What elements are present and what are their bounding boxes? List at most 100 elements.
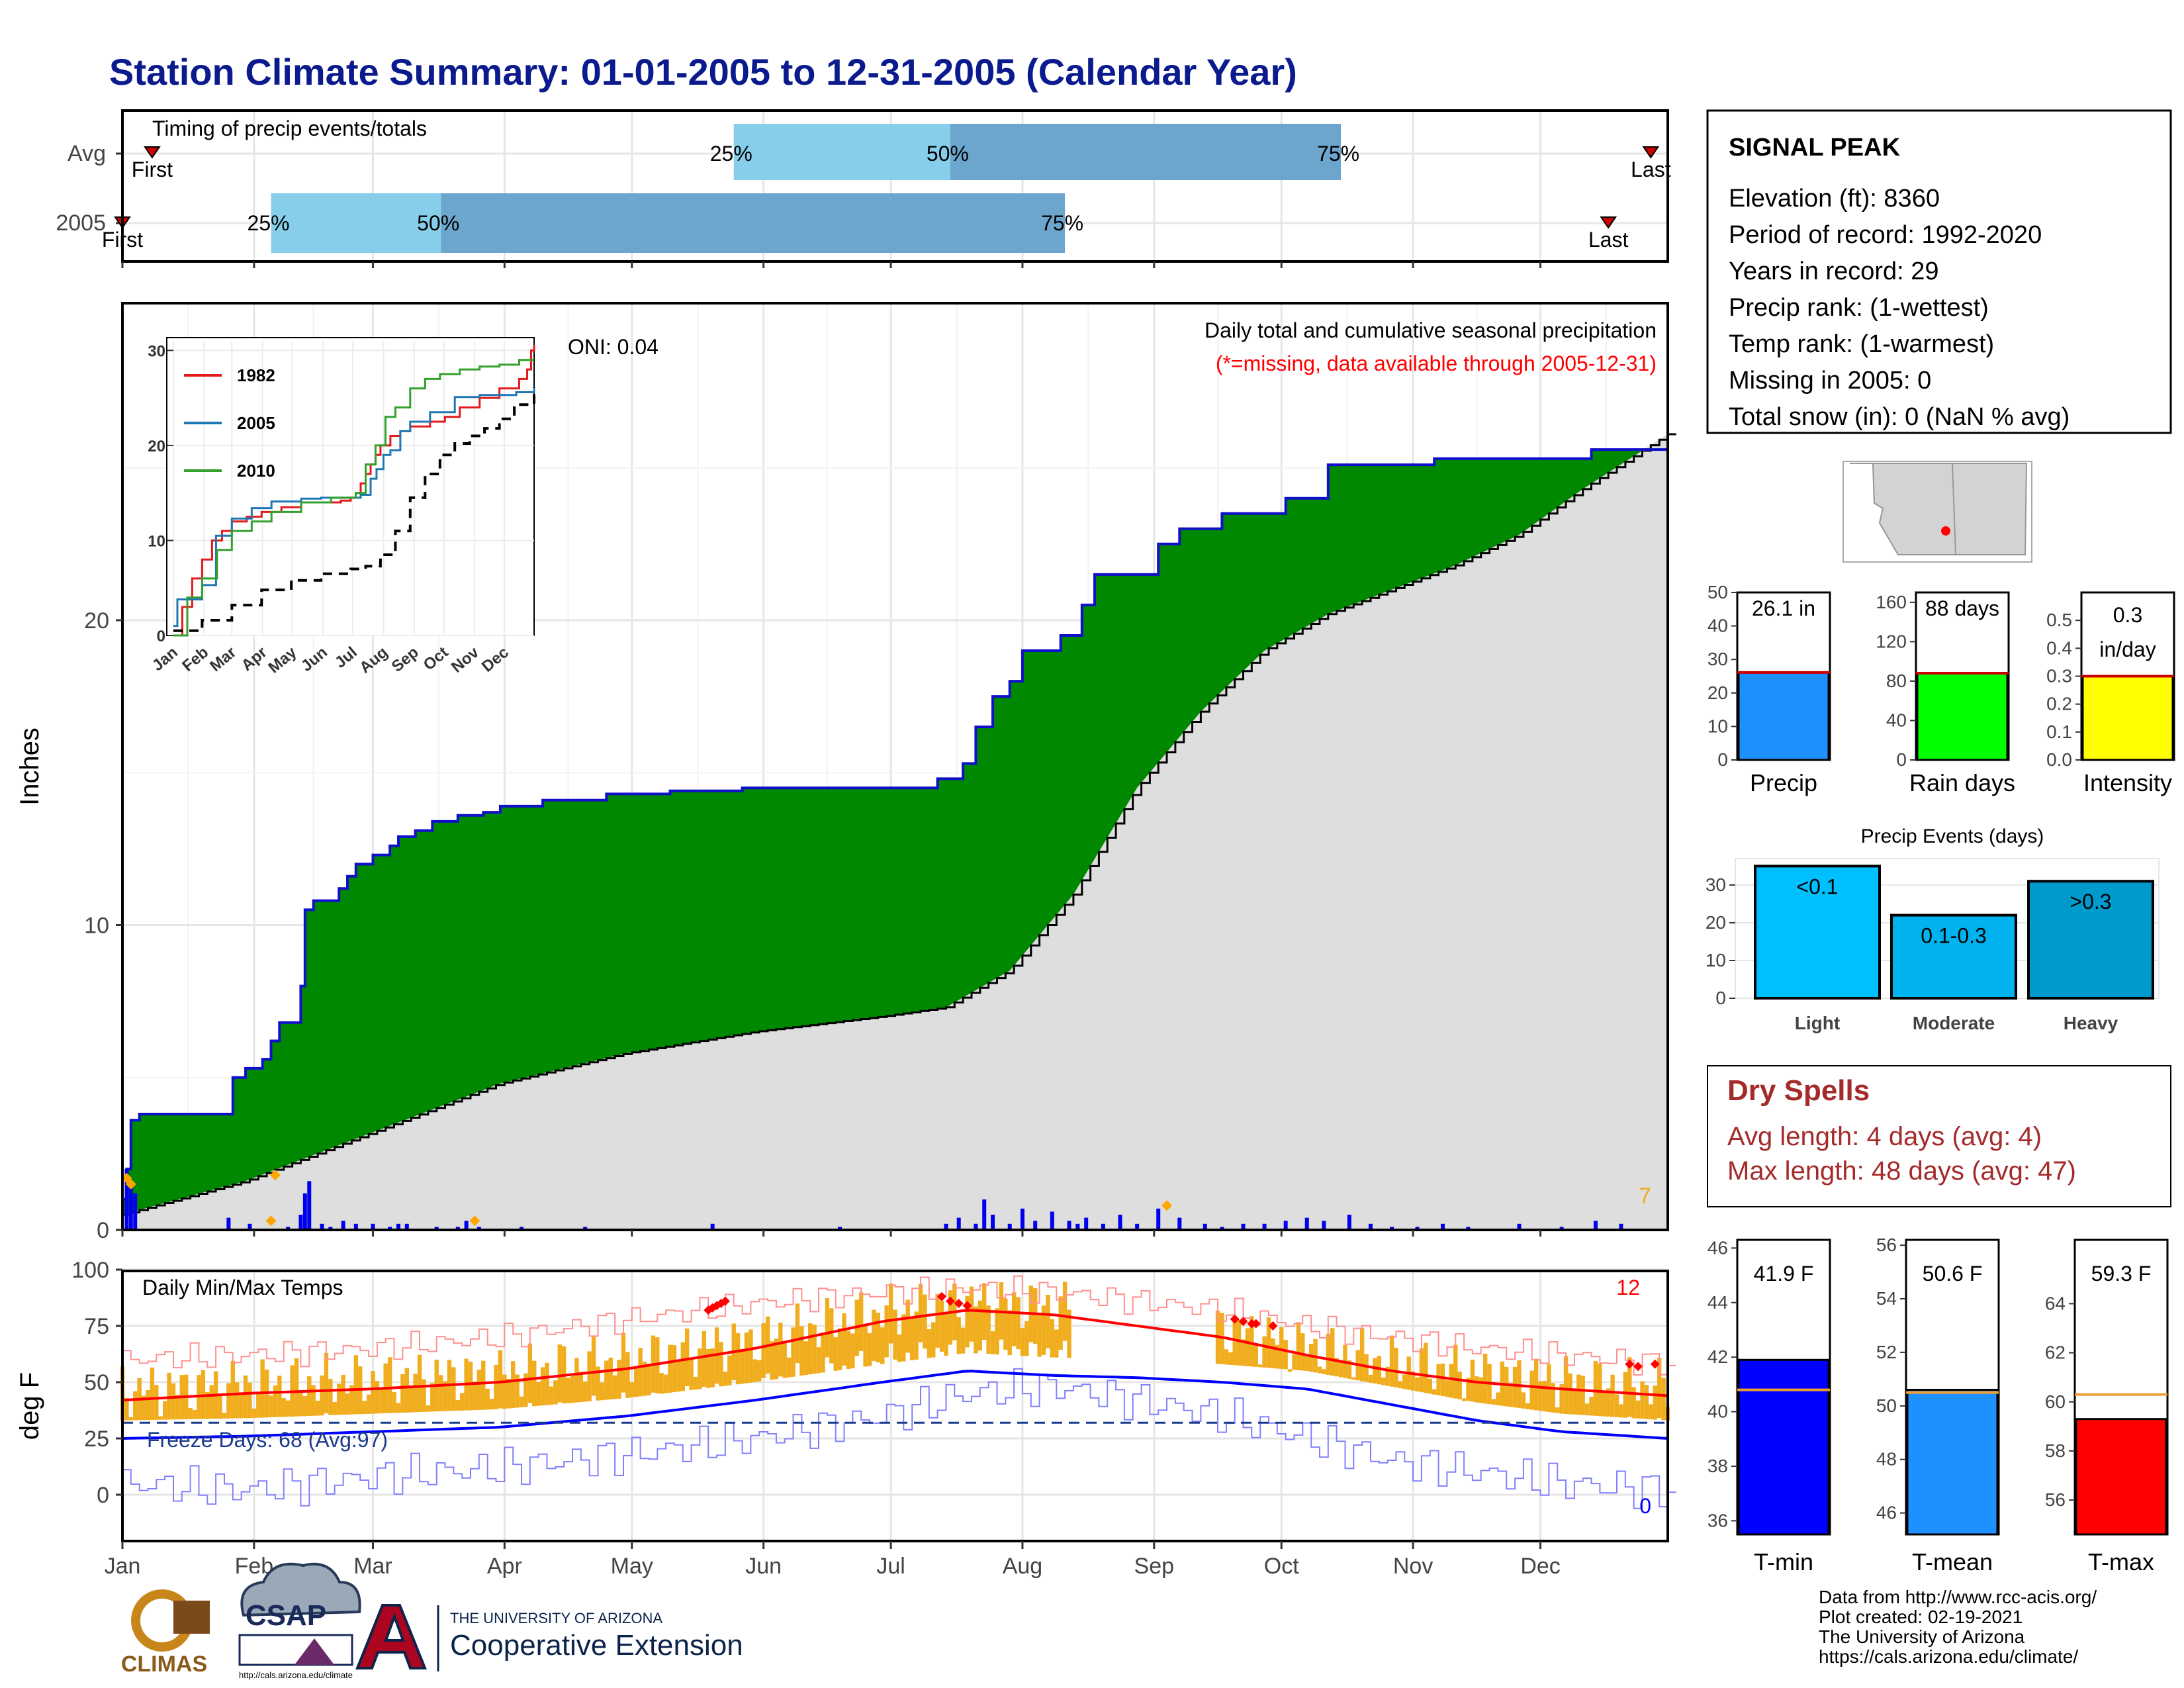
- daily-temp-range-bar: [990, 1331, 995, 1354]
- precip-summary-category-label: Rain days: [1909, 769, 2015, 796]
- timing-pct-label: 75%: [1317, 142, 1359, 165]
- daily-temp-range-bar: [1496, 1392, 1500, 1405]
- daily-temp-range-bar: [1525, 1403, 1530, 1409]
- daily-temp-range-bar: [995, 1308, 999, 1355]
- daily-temp-range-bar: [400, 1374, 405, 1413]
- last-event-marker: [1642, 146, 1660, 159]
- daily-temp-range-bar: [1016, 1297, 1021, 1350]
- footer-credit-line: https://cals.arizona.edu/climate/: [1819, 1646, 2078, 1667]
- station-info-box: SIGNAL PEAK Elevation (ft): 8360 Period o…: [1706, 109, 2172, 434]
- daily-temp-range-bar: [702, 1331, 707, 1387]
- daily-temp-range-bar: [1322, 1369, 1326, 1374]
- daily-temp-range-bar: [837, 1328, 842, 1370]
- daily-temp-range-bar: [1432, 1389, 1437, 1395]
- daily-temp-range-bar: [1271, 1338, 1275, 1368]
- daily-temp-range-bar: [1512, 1366, 1518, 1408]
- daily-temp-range-bar: [1533, 1358, 1539, 1411]
- temp-summary-ytick-label: 52: [1876, 1342, 1897, 1362]
- missing-data-marker: [269, 1170, 281, 1181]
- daily-temp-range-bar: [1037, 1313, 1042, 1357]
- daily-temp-range-bar: [795, 1303, 800, 1364]
- daily-temp-range-bar: [974, 1306, 978, 1354]
- daily-temp-range-bar: [880, 1327, 885, 1364]
- daily-temp-range-bar: [536, 1382, 541, 1406]
- ua-logo: THE UNIVERSITY OF ARIZONA Cooperative Ex…: [355, 1604, 743, 1671]
- daily-precip-bar: [1101, 1223, 1105, 1230]
- record-high-marker: [1251, 1319, 1261, 1329]
- temp-summary-value-label: 59.3 F: [2091, 1262, 2152, 1286]
- precip-summary-value-unit: in/day: [2099, 637, 2156, 661]
- page-title: Station Climate Summary: 01-01-2005 to 1…: [109, 51, 1297, 93]
- daily-temp-range-bar: [710, 1348, 715, 1387]
- daily-temp-range-bar: [404, 1368, 409, 1413]
- daily-precip-bar: [1283, 1221, 1288, 1230]
- daily-temp-range-bar: [727, 1355, 732, 1385]
- daily-temp-range-bar: [1385, 1366, 1390, 1386]
- month-label: Aug: [1003, 1554, 1043, 1579]
- daily-temp-range-bar: [799, 1326, 804, 1376]
- daily-temp-range-bar: [1292, 1354, 1297, 1370]
- temp-y-label: deg F: [15, 1372, 44, 1440]
- daily-temp-range-bar: [222, 1413, 227, 1419]
- daily-temp-range-bar: [833, 1337, 838, 1371]
- temp-summary-ytick-label: 40: [1707, 1401, 1728, 1422]
- last-event-label: Last: [1631, 158, 1671, 181]
- month-label: Mar: [353, 1554, 392, 1579]
- daily-temp-range-bar: [960, 1327, 966, 1354]
- precip-panel: 0 10 20 Inches Daily total and cumulative …: [15, 302, 1676, 1243]
- daily-precip-bar: [991, 1214, 995, 1230]
- timing-row-2005-label: 2005: [56, 211, 106, 236]
- daily-temp-range-bar: [1491, 1399, 1496, 1405]
- daily-precip-bar: [974, 1223, 978, 1230]
- daily-temp-range-bar: [791, 1327, 796, 1377]
- precip-summary-bar: [1916, 672, 2009, 761]
- temp-summary-ytick-label: 46: [1876, 1503, 1897, 1523]
- temp-summary-ytick-label: 56: [2045, 1489, 2066, 1510]
- daily-temp-range-bar: [1394, 1347, 1398, 1387]
- daily-temp-range-bar: [1517, 1360, 1522, 1409]
- station-name: SIGNAL PEAK: [1729, 134, 1901, 162]
- daily-temp-range-bar: [1351, 1377, 1356, 1380]
- daily-temp-range-bar: [680, 1342, 685, 1391]
- station-lines: Elevation (ft): 8360 Period of record: 19…: [1729, 185, 2070, 431]
- daily-precip-bar: [1007, 1223, 1012, 1230]
- precip-summary-ytick-label: 0: [1717, 749, 1728, 770]
- daily-temp-range-bar: [553, 1380, 558, 1405]
- daily-temp-range-bar: [523, 1373, 528, 1407]
- temp-summary-ytick-label: 62: [2045, 1342, 2066, 1363]
- daily-temp-range-bar: [311, 1385, 316, 1416]
- temp-ytick-label: 100: [71, 1258, 109, 1283]
- footer-credit-line: Plot created: 02-19-2021: [1819, 1607, 2023, 1627]
- precip-events-ytick-label: 30: [1706, 874, 1726, 895]
- daily-temp-range-bar: [1067, 1309, 1071, 1358]
- daily-precip-bar: [464, 1221, 469, 1230]
- daily-temp-range-bar: [612, 1375, 617, 1399]
- locator-map: [1843, 461, 2032, 563]
- daily-temp-range-bar: [1606, 1388, 1611, 1417]
- daily-temp-range-bar: [825, 1298, 830, 1358]
- daily-temp-range-bar: [1050, 1319, 1055, 1358]
- daily-temp-range-bar: [1576, 1374, 1581, 1415]
- daily-precip-bar: [1593, 1221, 1598, 1230]
- daily-precip-bar: [583, 1227, 588, 1230]
- record-high-marker: [1230, 1314, 1240, 1324]
- precip-summary-ytick-label: 0.3: [2046, 666, 2072, 686]
- daily-temp-range-bar: [1287, 1369, 1293, 1372]
- precip-events-ytick-label: 20: [1706, 912, 1726, 933]
- daily-temp-range-bar: [375, 1381, 380, 1414]
- daily-temp-range-bar: [277, 1376, 282, 1417]
- daily-temp-range-bar: [647, 1363, 651, 1395]
- daily-temp-range-bar: [307, 1376, 312, 1416]
- daily-temp-range-bar: [413, 1374, 418, 1413]
- missing-data-marker: [1161, 1200, 1173, 1211]
- daily-temp-range-bar: [578, 1372, 584, 1403]
- precip-events-bar: [1890, 914, 2017, 1000]
- daily-temp-range-bar: [1334, 1358, 1339, 1377]
- daily-temp-range-bar: [1381, 1378, 1386, 1385]
- daily-temp-range-bar: [226, 1383, 231, 1419]
- daily-temp-range-bar: [1232, 1321, 1237, 1366]
- daily-temp-range-bar: [1479, 1377, 1483, 1403]
- daily-temp-range-bar: [1398, 1381, 1403, 1389]
- daily-temp-range-bar: [803, 1341, 808, 1376]
- month-axis: Jan Feb Mar Apr May Jun Jul Aug Sep Oct Nov Dec: [105, 261, 1561, 1579]
